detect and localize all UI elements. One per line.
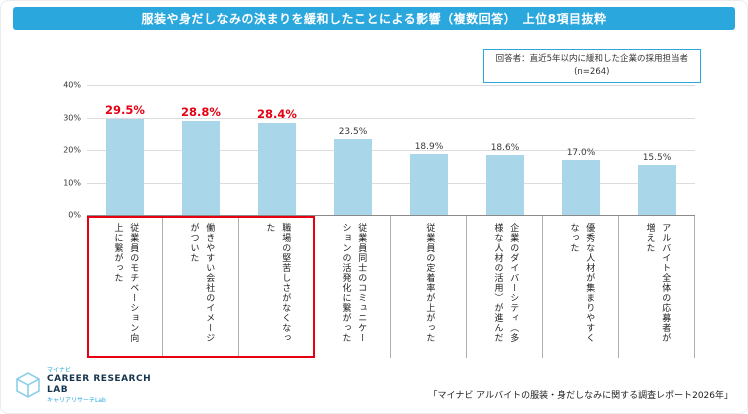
y-axis-tick: 10%	[63, 178, 81, 187]
bar-value-label: 28.8%	[181, 105, 221, 120]
bar-column: 28.8%	[163, 85, 239, 215]
respondent-note-line2: (n=264)	[574, 67, 610, 78]
category-label-cell: 働きやすい会社のイメージがついた	[163, 216, 239, 358]
category-label: 企業のダイバーシティ（多様な人材の活用）が進んだ	[492, 223, 519, 343]
source-citation: 「マイナビ アルバイトの服装・身だしなみに関する調査レポート2026年」	[428, 391, 734, 401]
category-label: 従業員の定着率が上がった	[424, 223, 435, 343]
bar	[258, 122, 296, 215]
category-label-cell: 企業のダイバーシティ（多様な人材の活用）が進んだ	[467, 216, 543, 358]
logo-subtitle: キャリアリサーチLab	[47, 396, 106, 404]
category-label-cell: 優秀な人材が集まりやすくなった	[543, 216, 619, 358]
category-label: アルバイト全体の応募者が増えた	[644, 223, 671, 343]
bar	[410, 153, 448, 215]
category-label-cell: 職場の堅苦しさがなくなった	[239, 216, 315, 358]
y-axis-tick: 0%	[68, 210, 81, 220]
bar-value-label: 29.5%	[105, 103, 145, 118]
bar	[182, 121, 220, 215]
career-research-lab-logo: マイナビ CAREER RESEARCH LAB キャリアリサーチLab	[15, 367, 151, 405]
bar-column: 18.9%	[391, 85, 467, 215]
category-label: 従業員同士のコミュニケーションの活発化に繋がった	[340, 223, 367, 343]
bar	[486, 154, 524, 215]
gridline-30	[87, 117, 695, 119]
respondent-note-box: 回答者：直近5年以内に緩和した企業の採用担当者 (n=264)	[482, 49, 701, 84]
chart-title: 服装や身だしなみの決まりを緩和したことによる影響（複数回答） 上位8項目抜粋	[141, 12, 607, 26]
bars-container: 29.5% 28.8% 28.4% 23.5% 18.9% 18.6% 17.0% 15.5%	[87, 85, 695, 215]
bar-value-label: 28.4%	[257, 106, 297, 121]
logo-text: マイナビ CAREER RESEARCH LAB キャリアリサーチLab	[47, 367, 151, 405]
category-label-cell: アルバイト全体の応募者が増えた	[619, 216, 695, 358]
category-label: 職場の堅苦しさがなくなった	[264, 223, 291, 343]
bar-chart: 29.5% 28.8% 28.4% 23.5% 18.9% 18.6% 17.0% 15.5%…	[49, 81, 695, 220]
bar	[106, 119, 144, 215]
bar-value-label: 15.5%	[642, 152, 672, 163]
chart-title-bar: 服装や身だしなみの決まりを緩和したことによる影響（複数回答） 上位8項目抜粋	[13, 7, 735, 30]
bar-column: 15.5%	[619, 85, 695, 215]
category-label-cell: 従業員の定着率が上がった	[391, 216, 467, 358]
gridline-20	[87, 150, 695, 151]
gridline-40	[87, 85, 695, 86]
y-axis-tick: 30%	[63, 113, 81, 122]
bar-column: 17.0%	[543, 85, 619, 215]
bar-value-label: 23.5%	[338, 126, 368, 137]
category-label-cell: 従業員のモチベーション向上に繋がった	[87, 216, 163, 358]
bar-column: 18.6%	[467, 85, 543, 215]
bar-column: 23.5%	[315, 85, 391, 215]
category-label: 優秀な人材が集まりやすくなった	[568, 223, 595, 343]
gridline-10	[87, 182, 695, 184]
logo-line1: CAREER RESEARCH	[47, 374, 152, 384]
bar-column: 29.5%	[87, 85, 163, 215]
cube-logo-icon	[16, 372, 40, 399]
logo-brand: マイナビ	[47, 366, 71, 374]
bar	[334, 138, 372, 215]
plot-area: 29.5% 28.8% 28.4% 23.5% 18.9% 18.6% 17.0% 15.5%…	[63, 81, 695, 220]
logo-line2: LAB	[47, 385, 69, 396]
bar-column: 28.4%	[239, 85, 315, 215]
category-label-cell: 従業員同士のコミュニケーションの活発化に繋がった	[315, 216, 391, 358]
y-axis-tick: 20%	[63, 145, 81, 155]
bar-value-label: 18.9%	[414, 141, 444, 152]
bar-value-label: 17.0%	[566, 147, 596, 158]
category-label: 従業員のモチベーション向上に繋がった	[112, 223, 139, 343]
bar	[562, 159, 600, 215]
category-labels: 従業員のモチベーション向上に繋がった 働きやすい会社のイメージがついた 職場の堅苦し…	[87, 216, 695, 358]
y-axis-tick: 40%	[63, 80, 81, 90]
respondent-note-line1: 回答者：直近5年以内に緩和した企業の採用担当者	[495, 54, 688, 64]
bar	[638, 164, 676, 215]
category-label: 働きやすい会社のイメージがついた	[188, 223, 215, 343]
bar-value-label: 18.6%	[490, 142, 520, 153]
